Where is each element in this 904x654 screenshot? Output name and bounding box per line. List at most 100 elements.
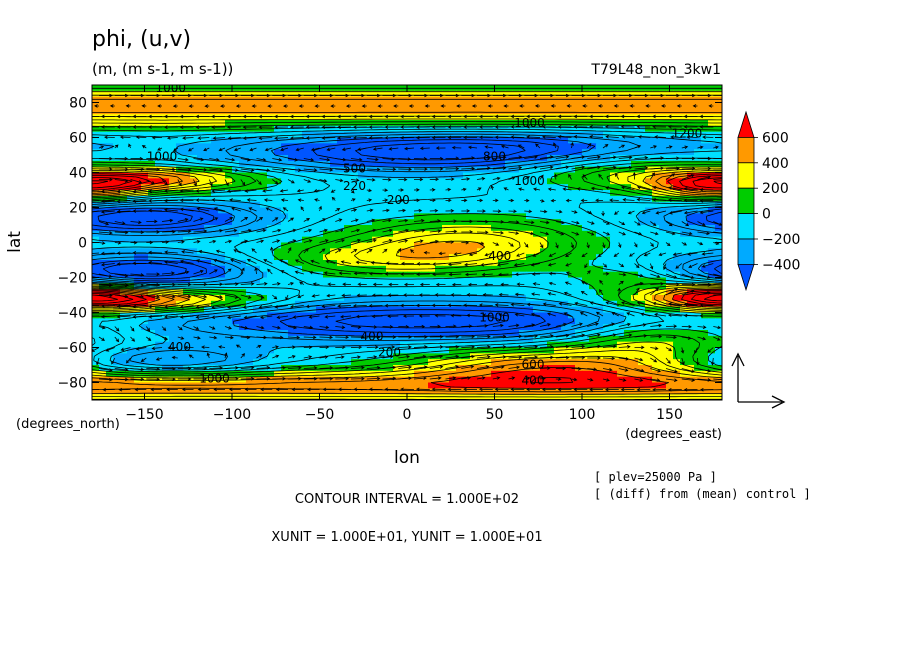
field-cell <box>344 225 352 232</box>
field-cell <box>568 213 576 220</box>
field-cell <box>141 271 149 279</box>
field-cell <box>344 114 352 121</box>
field-cell <box>113 125 121 133</box>
field-cell <box>498 201 506 209</box>
field-cell <box>414 201 422 209</box>
field-cell <box>99 277 107 284</box>
field-cell <box>680 178 688 185</box>
field-cell <box>323 318 331 325</box>
field-cell <box>176 271 184 279</box>
field-cell <box>190 184 198 191</box>
field-cell <box>442 149 450 156</box>
field-cell <box>148 382 156 389</box>
field-cell <box>540 265 548 273</box>
field-cell <box>344 131 352 139</box>
field-cell <box>435 370 443 378</box>
field-cell <box>687 125 695 133</box>
field-cell <box>323 254 331 261</box>
field-cell <box>638 225 646 232</box>
field-cell <box>568 131 576 139</box>
field-cell <box>477 131 485 139</box>
field-cell <box>568 96 576 104</box>
field-cell <box>659 207 667 214</box>
field-cell <box>589 90 597 98</box>
field-cell <box>526 184 534 191</box>
field-cell <box>701 96 709 104</box>
field-cell <box>155 114 163 121</box>
field-cell <box>309 318 317 325</box>
field-cell <box>232 265 240 273</box>
field-cell <box>645 143 653 150</box>
field-cell <box>218 254 226 261</box>
field-cell <box>288 236 296 244</box>
field-cell <box>295 260 303 267</box>
field-cell <box>617 277 625 284</box>
field-cell <box>715 149 722 156</box>
field-cell <box>589 172 597 179</box>
field-cell <box>631 178 639 185</box>
field-cell <box>92 114 100 121</box>
field-cell <box>92 248 100 255</box>
field-cell <box>624 230 632 238</box>
field-cell <box>232 254 240 261</box>
field-cell <box>680 201 688 209</box>
field-cell <box>141 184 149 191</box>
field-cell <box>134 341 142 349</box>
field-cell <box>645 254 653 261</box>
field-cell <box>295 149 303 156</box>
field-cell <box>582 370 590 378</box>
field-cell <box>239 114 247 121</box>
field-cell <box>708 90 716 98</box>
field-cell <box>582 131 590 139</box>
field-cell <box>134 195 142 203</box>
field-cell <box>400 225 408 232</box>
field-cell <box>169 324 177 331</box>
field-cell <box>372 96 380 104</box>
field-cell <box>519 265 527 273</box>
field-cell <box>253 207 261 214</box>
field-cell <box>372 131 380 139</box>
field-cell <box>148 283 156 290</box>
field-cell <box>148 172 156 179</box>
field-cell <box>253 90 261 98</box>
field-cell <box>288 260 296 267</box>
field-cell <box>638 242 646 249</box>
field-cell <box>624 359 632 366</box>
field-cell <box>589 207 597 214</box>
field-cell <box>624 137 632 144</box>
field-cell <box>218 149 226 156</box>
field-cell <box>365 172 373 179</box>
field-cell <box>519 201 527 209</box>
field-cell <box>582 108 590 115</box>
field-cell <box>666 213 674 220</box>
field-cell <box>505 149 513 156</box>
field-cell <box>379 195 387 203</box>
field-cell <box>715 382 722 389</box>
field-cell <box>330 201 338 209</box>
field-cell <box>400 248 408 255</box>
field-cell <box>442 160 450 168</box>
field-cell <box>281 201 289 209</box>
field-cell <box>596 166 604 174</box>
field-cell <box>120 230 128 238</box>
field-cell <box>169 225 177 232</box>
field-cell <box>358 125 366 133</box>
field-cell <box>400 120 408 127</box>
field-cell <box>477 178 485 185</box>
field-cell <box>169 265 177 273</box>
field-cell <box>610 178 618 185</box>
field-cell <box>540 312 548 319</box>
field-cell <box>477 143 485 150</box>
field-cell <box>351 242 359 249</box>
field-cell <box>519 155 527 162</box>
field-cell <box>477 90 485 98</box>
field-cell <box>260 219 268 226</box>
field-cell <box>659 353 667 360</box>
field-cell <box>512 178 520 185</box>
field-cell <box>281 382 289 389</box>
field-cell <box>225 131 233 139</box>
field-cell <box>218 248 226 255</box>
field-cell <box>281 306 289 314</box>
field-cell <box>645 271 653 279</box>
field-cell <box>554 382 562 389</box>
